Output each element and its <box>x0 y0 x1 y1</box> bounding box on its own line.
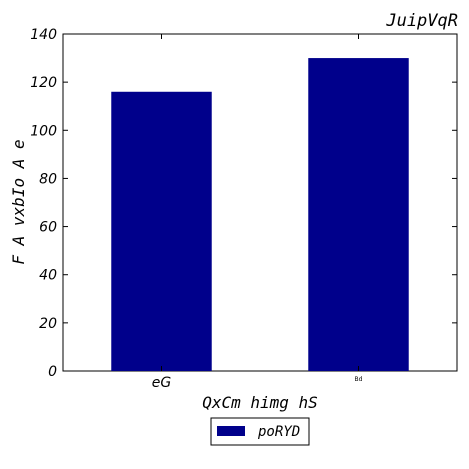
chart-title: JuipVqR <box>385 11 458 31</box>
plot-frame <box>62 33 458 372</box>
x-axis-ticks: eG Bd <box>152 34 363 391</box>
legend-label: poRYD <box>257 424 300 440</box>
y-tick-label: 20 <box>39 316 57 332</box>
bar-series <box>111 58 409 372</box>
y-tick-label: 120 <box>30 75 57 91</box>
x-category-label: eG <box>152 375 172 391</box>
y-axis-label: F A vxbIo A e <box>9 139 28 264</box>
y-tick-label: 80 <box>39 171 57 187</box>
y-tick-label: 40 <box>39 268 57 284</box>
legend-frame <box>210 417 310 446</box>
x-category-label: Bd <box>355 376 363 383</box>
y-tick-label: 0 <box>48 364 57 380</box>
legend-swatch <box>217 426 245 436</box>
y-tick-label: 60 <box>39 220 57 236</box>
bar-Bd <box>308 58 409 371</box>
legend: poRYD <box>210 417 310 446</box>
bar-eG <box>111 91 212 372</box>
y-tick-label: 100 <box>30 123 57 139</box>
y-axis-ticks: 0 20 40 60 80 100 120 140 <box>30 27 457 380</box>
y-tick-label: 140 <box>30 27 57 43</box>
x-axis-label: QxCm himg hS <box>202 393 318 412</box>
